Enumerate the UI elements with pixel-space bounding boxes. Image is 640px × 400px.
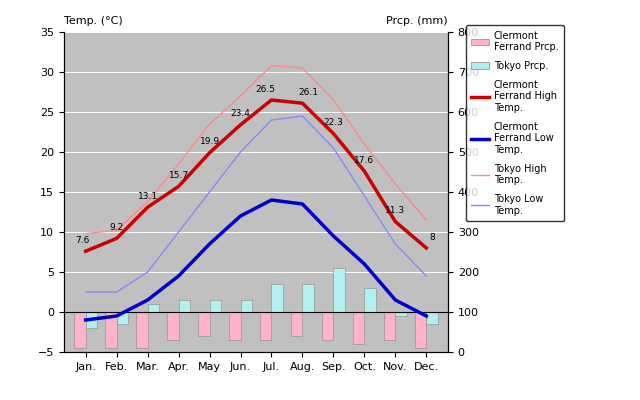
Text: 11.3: 11.3 <box>385 206 405 215</box>
Bar <box>228 312 241 340</box>
Text: 26.5: 26.5 <box>255 85 275 94</box>
Bar <box>136 312 148 348</box>
Bar <box>383 312 396 340</box>
Bar <box>291 312 303 336</box>
Bar <box>364 288 376 312</box>
Bar <box>260 312 271 340</box>
Bar <box>426 312 438 324</box>
Bar <box>271 284 284 312</box>
Text: 17.6: 17.6 <box>355 156 374 165</box>
Bar <box>74 312 86 348</box>
Text: 8: 8 <box>429 232 435 242</box>
Text: Prcp. (mm): Prcp. (mm) <box>387 16 448 26</box>
Text: 9.2: 9.2 <box>109 223 124 232</box>
Bar <box>415 312 426 348</box>
Text: 23.4: 23.4 <box>230 109 250 118</box>
Text: 7.6: 7.6 <box>76 236 90 245</box>
Text: 15.7: 15.7 <box>168 171 189 180</box>
Bar <box>167 312 179 340</box>
Bar <box>303 284 314 312</box>
Text: Temp. (°C): Temp. (°C) <box>64 16 123 26</box>
Bar <box>396 312 407 316</box>
Text: 22.3: 22.3 <box>323 118 343 127</box>
Text: 13.1: 13.1 <box>138 192 157 201</box>
Bar <box>148 304 159 312</box>
Bar <box>179 300 190 312</box>
Bar <box>116 312 129 324</box>
Bar <box>241 300 252 312</box>
Bar <box>198 312 209 336</box>
Text: 26.1: 26.1 <box>299 88 319 97</box>
Text: 19.9: 19.9 <box>200 137 220 146</box>
Bar <box>353 312 364 344</box>
Bar <box>322 312 333 340</box>
Legend: Clermont
Ferrand Prcp., Tokyo Prcp., Clermont
Ferrand High
Temp., Clermont
Ferra: Clermont Ferrand Prcp., Tokyo Prcp., Cle… <box>466 25 564 222</box>
Bar <box>209 300 221 312</box>
Bar <box>105 312 116 348</box>
Bar <box>333 268 345 312</box>
Bar <box>86 312 97 328</box>
